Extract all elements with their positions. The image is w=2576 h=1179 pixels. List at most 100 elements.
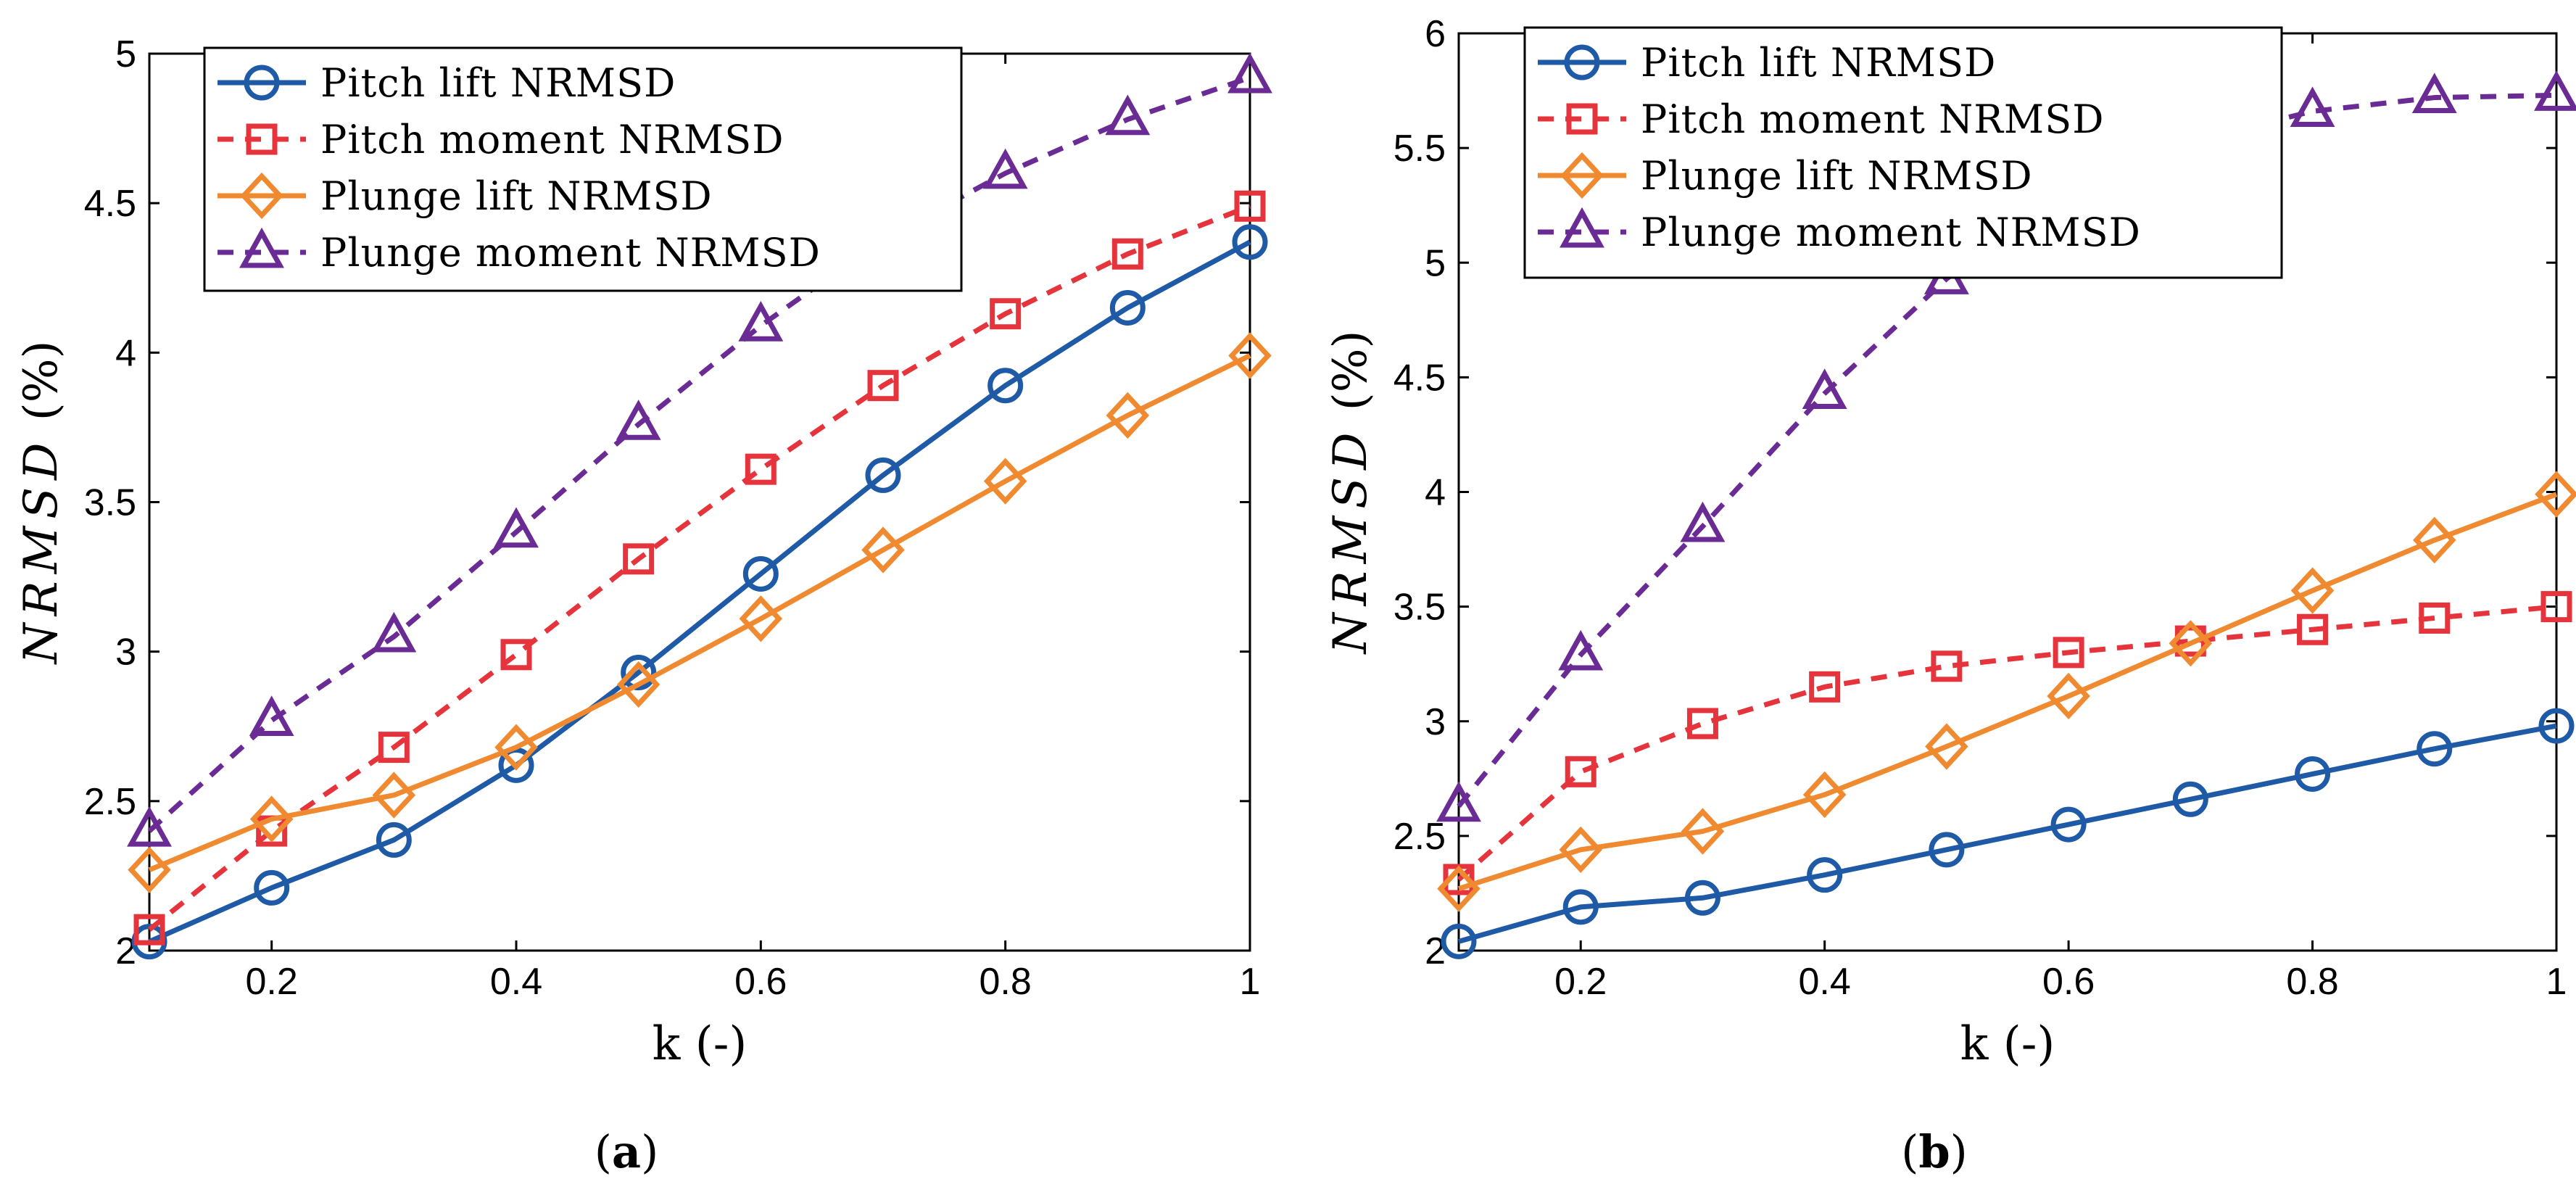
data-point-diamond	[372, 771, 416, 819]
y-tick-label: 2.5	[1393, 816, 1446, 858]
legend-marker-circle	[1564, 44, 1600, 80]
data-point-circle	[1441, 923, 1477, 959]
data-point-square	[1809, 671, 1841, 703]
legend-marker-square	[1566, 103, 1598, 135]
series-square	[133, 190, 1266, 946]
data-point-diamond	[249, 795, 294, 843]
data-point-circle	[2295, 756, 2331, 792]
panel-label: (a)	[595, 1125, 659, 1178]
data-point-triangle	[2534, 70, 2576, 111]
y-tick-label: 3.5	[84, 482, 136, 524]
legend-label: Pitch moment NRMSD	[1641, 96, 2105, 142]
data-point-circle	[1562, 889, 1599, 925]
data-point-diamond	[1106, 392, 1150, 439]
data-point-circle	[621, 655, 657, 691]
data-point-circle	[865, 457, 901, 493]
legend-marker-diamond	[240, 172, 283, 220]
x-tick-label: 0.8	[980, 961, 1032, 1003]
data-point-diamond	[1228, 332, 1272, 379]
series-line	[1457, 492, 2558, 891]
data-point-circle	[2416, 731, 2453, 767]
data-point-circle	[1684, 880, 1720, 916]
data-point-diamond	[861, 526, 905, 574]
data-point-square	[1111, 238, 1143, 270]
x-tick-label: 0.2	[1554, 961, 1607, 1003]
data-point-square	[2419, 602, 2451, 634]
data-point-triangle	[2411, 73, 2457, 114]
data-point-square	[2053, 637, 2084, 669]
y-tick-label: 2.5	[84, 781, 136, 823]
legend-marker-square	[246, 123, 278, 155]
data-point-square	[990, 298, 1022, 330]
data-point-square	[378, 732, 410, 764]
y-axis-label: NRMSD (%)	[15, 341, 68, 666]
series-line	[148, 239, 1251, 944]
y-tick-label: 5	[115, 33, 136, 75]
data-point-triangle	[249, 695, 294, 737]
data-point-square	[1565, 756, 1596, 787]
series-line	[1457, 604, 2557, 882]
data-point-triangle	[2290, 86, 2335, 128]
x-tick-label: 1	[2546, 961, 2567, 1003]
data-point-diamond	[1559, 826, 1602, 874]
series-circle	[1441, 708, 2575, 959]
series-line	[1458, 723, 2557, 944]
y-tick-label: 4.5	[84, 183, 136, 225]
data-point-triangle	[616, 400, 661, 440]
legend: Pitch lift NRMSD Pitch moment NRMSD Plunge…	[203, 46, 963, 292]
y-tick-label: 3.5	[1393, 587, 1446, 629]
data-point-diamond	[1681, 808, 1725, 855]
data-point-square	[623, 543, 655, 575]
data-point-circle	[1109, 289, 1146, 326]
data-point-circle	[987, 368, 1024, 404]
data-point-triangle	[738, 301, 784, 342]
y-tick-label: 4	[1425, 472, 1446, 514]
x-axis-label: k (-)	[653, 1017, 747, 1071]
legend-marker-diamond	[1560, 152, 1604, 199]
series-line	[148, 353, 1251, 872]
legend-marker-circle	[244, 65, 280, 101]
data-point-diamond	[1802, 771, 1847, 819]
data-point-diamond	[2290, 567, 2335, 614]
data-point-circle	[1929, 832, 1965, 868]
data-point-diamond	[2169, 620, 2213, 667]
data-point-triangle	[494, 507, 539, 548]
data-point-triangle	[982, 148, 1028, 189]
x-tick-label: 0.6	[2042, 961, 2095, 1003]
legend-label: Pitch lift NRMSD	[320, 60, 676, 106]
data-point-diamond	[2047, 672, 2090, 720]
y-tick-label: 3	[1425, 701, 1446, 743]
data-point-triangle	[1558, 629, 1604, 671]
y-tick-label: 3	[115, 632, 136, 674]
data-point-square	[1686, 708, 1718, 740]
y-axis-label: NRMSD (%)	[1324, 331, 1378, 655]
x-tick-label: 0.8	[2286, 961, 2338, 1003]
panel-a: 0.2 0.4 0.6 0.8 122.533.544.55k (-)NRMSD (%)…	[15, 33, 1272, 1178]
legend-box	[203, 46, 963, 292]
data-point-circle	[1807, 857, 1843, 893]
x-tick-label: 1	[1240, 961, 1261, 1003]
data-point-square	[1234, 190, 1266, 222]
x-tick-label: 0.2	[246, 961, 298, 1003]
legend-label: Plunge moment NRMSD	[320, 230, 821, 276]
series-line	[147, 204, 1251, 932]
legend-marker-triangle	[239, 227, 284, 268]
x-tick-label: 0.4	[490, 961, 542, 1003]
y-tick-label: 5	[1425, 242, 1446, 284]
y-tick-label: 4	[115, 332, 136, 374]
legend-label: Pitch lift NRMSD	[1641, 40, 1996, 86]
data-point-diamond	[2535, 471, 2576, 518]
data-point-circle	[2172, 781, 2208, 817]
data-point-square	[500, 639, 532, 671]
series-diamond	[128, 332, 1272, 893]
data-point-diamond	[128, 846, 171, 893]
panel-b: 0.2 0.4 0.6 0.8 122.533.544.555.56k (-)NRMSD…	[1324, 13, 2576, 1178]
legend-label: Pitch moment NRMSD	[320, 117, 784, 162]
data-point-diamond	[739, 595, 783, 642]
panel-label: (b)	[1901, 1125, 1968, 1178]
data-point-circle	[254, 869, 290, 906]
legend-label: Plunge lift NRMSD	[1641, 153, 2033, 199]
data-point-square	[2540, 591, 2572, 623]
legend-label: Plunge moment NRMSD	[1641, 210, 2141, 255]
